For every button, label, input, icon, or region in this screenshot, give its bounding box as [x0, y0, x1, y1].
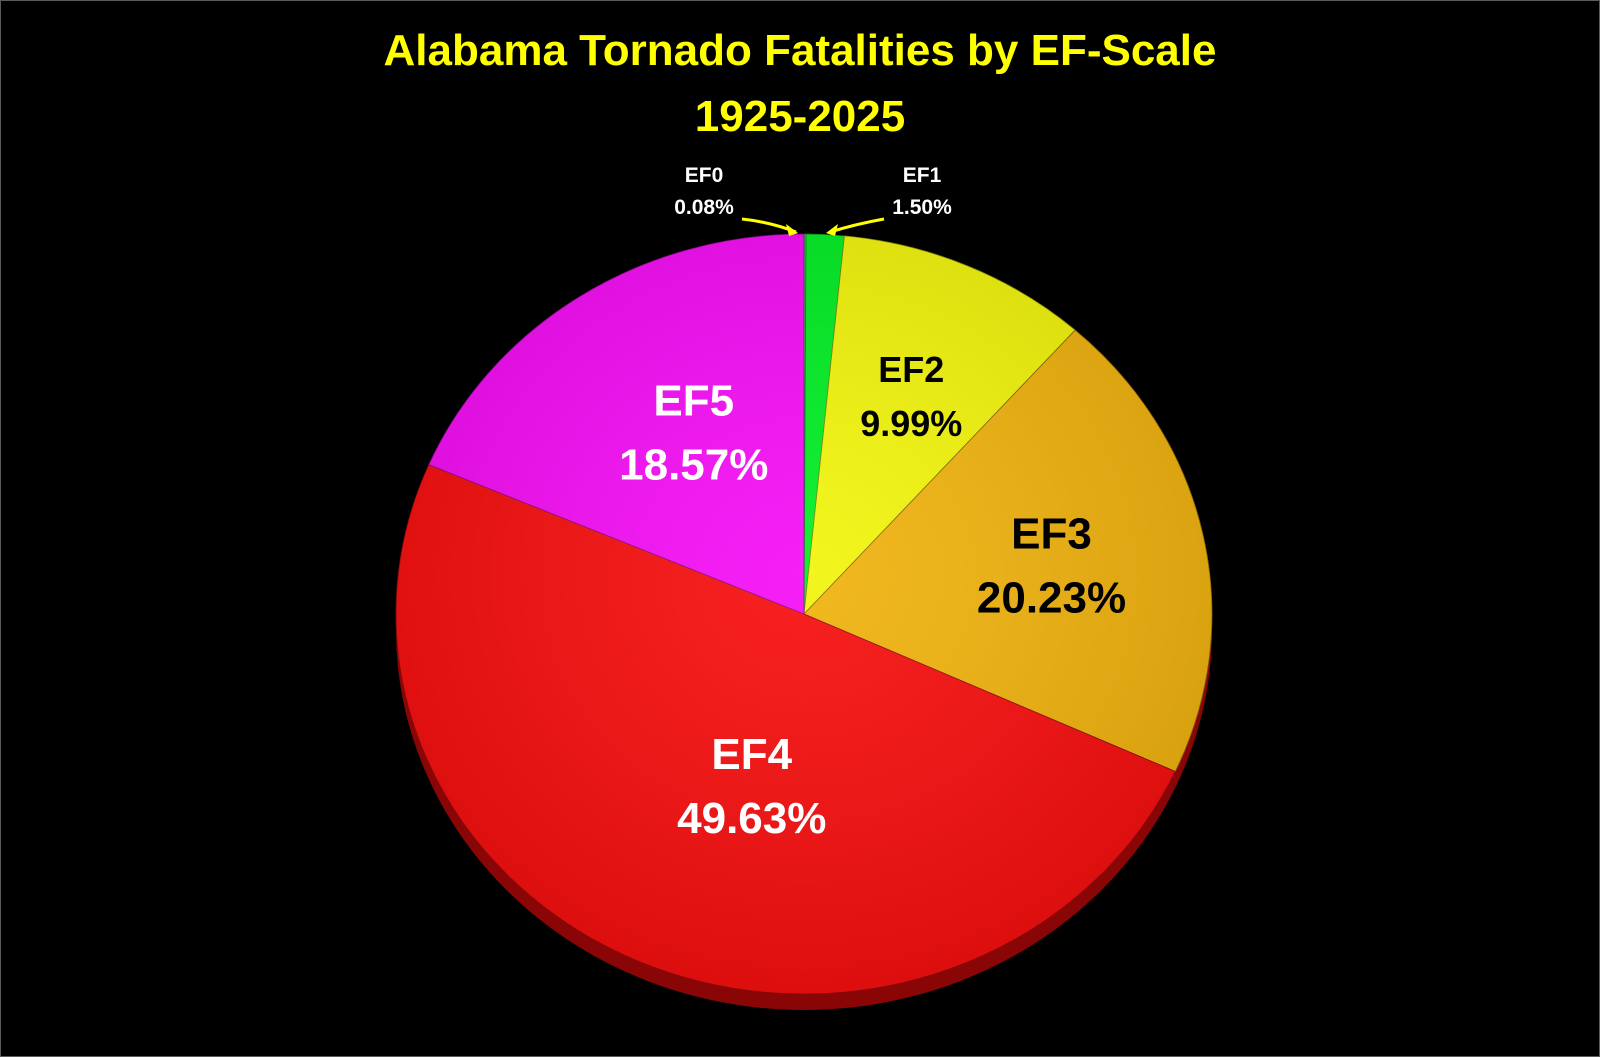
slice-label-ef2: EF2: [878, 349, 944, 390]
slice-value-ef3: 20.23%: [977, 574, 1126, 623]
slice-value-ef2: 9.99%: [860, 403, 962, 444]
chart-subtitle: 1925-2025: [694, 92, 906, 141]
slice-label-ef3: EF3: [1011, 510, 1092, 559]
callout-value-ef1: 1.50%: [892, 196, 952, 219]
chart-title: Alabama Tornado Fatalities by EF-Scale: [383, 26, 1217, 75]
slice-label-ef4: EF4: [711, 730, 792, 779]
pie-shading: [396, 234, 1212, 994]
callout-arrowhead-ef1: [826, 224, 838, 236]
slice-value-ef5: 18.57%: [619, 440, 768, 489]
callout-arrowhead-ef0: [786, 224, 798, 236]
callout-value-ef0: 0.08%: [674, 196, 734, 219]
callout-arrow-ef1: [829, 217, 885, 234]
callout-label-ef0: EF0: [685, 164, 724, 187]
slice-value-ef4: 49.63%: [677, 794, 826, 843]
slice-label-ef5: EF5: [653, 376, 734, 425]
callout-label-ef1: EF1: [903, 164, 942, 187]
